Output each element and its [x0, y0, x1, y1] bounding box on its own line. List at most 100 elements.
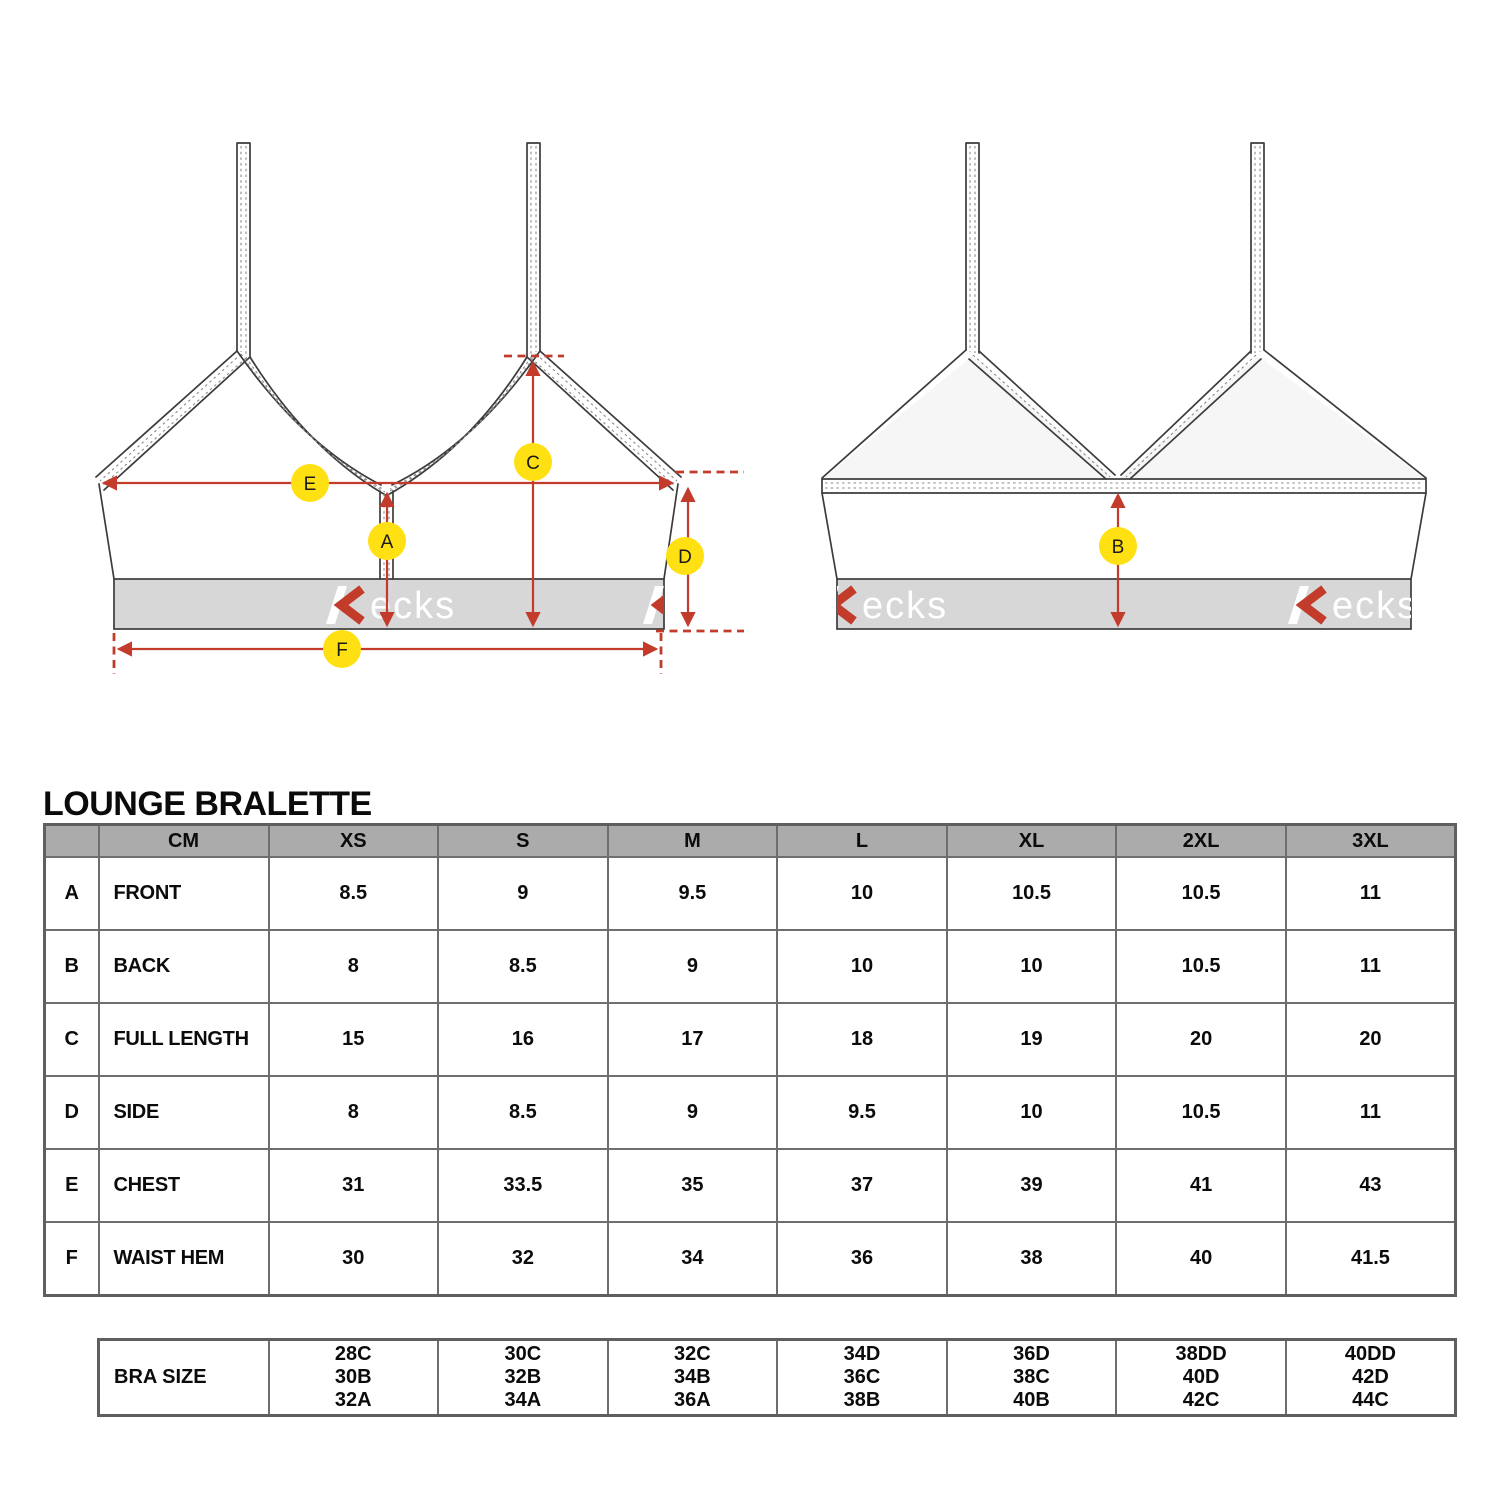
- back-measurements: B: [1099, 492, 1137, 628]
- front-left-shoulder-band: [95, 350, 251, 491]
- svg-text:C: C: [526, 453, 540, 474]
- table-cell: 30: [267, 1221, 440, 1297]
- front-left-strap: [236, 142, 251, 357]
- row-label: FRONT: [97, 856, 270, 931]
- table-cell: 9.5: [606, 856, 779, 931]
- kecks-logo-text: ecks: [370, 585, 456, 627]
- table-cell: 10: [945, 1075, 1118, 1150]
- header-unit: CM: [97, 823, 270, 858]
- back-side-seams: [821, 492, 1427, 580]
- svg-text:A: A: [381, 532, 394, 553]
- table-cell: 40: [1115, 1221, 1287, 1297]
- table-cell: 15: [267, 1002, 440, 1077]
- table-cell: 10: [945, 929, 1118, 1004]
- table-cell: 9: [437, 856, 609, 931]
- table-cell: 8.5: [437, 929, 609, 1004]
- front-measurements: E A C D F: [101, 354, 744, 674]
- row-letter: C: [43, 1002, 100, 1077]
- row-label: FULL LENGTH: [97, 1002, 270, 1077]
- table-cell: 9: [606, 929, 779, 1004]
- table-cell: 9: [606, 1075, 779, 1150]
- header-size-l: L: [776, 823, 948, 858]
- table-cell: 17: [606, 1002, 779, 1077]
- table-cell: 19: [945, 1002, 1118, 1077]
- header-size-2xl: 2XL: [1115, 823, 1287, 858]
- table-row-chest: E CHEST 31 33.5 35 37 39 41 43: [43, 1148, 1457, 1223]
- table-cell: 38: [945, 1221, 1118, 1297]
- row-label: WAIST HEM: [97, 1221, 270, 1297]
- table-cell: 8: [267, 929, 440, 1004]
- back-chest-band: [821, 478, 1427, 494]
- row-letter: D: [43, 1075, 100, 1150]
- table-cell: 20: [1284, 1002, 1457, 1077]
- header-size-xl: XL: [945, 823, 1118, 858]
- header-size-3xl: 3XL: [1284, 823, 1457, 858]
- bra-size-row: BRA SIZE 28C 30B 32A 30C 32B 34A 32C 34B…: [97, 1338, 1457, 1417]
- marker-c: C: [514, 443, 552, 481]
- front-side-seams: [98, 483, 679, 580]
- bra-size-cell-xs: 28C 30B 32A: [267, 1338, 440, 1417]
- bra-size-cell-m: 32C 34B 36A: [606, 1338, 779, 1417]
- table-cell: 10: [776, 856, 948, 931]
- table-cell: 10.5: [1115, 856, 1287, 931]
- front-view: ecks ecks ecks: [0, 142, 773, 674]
- row-letter: E: [43, 1148, 100, 1223]
- kecks-logo-fragment-left: ecks: [0, 585, 108, 627]
- row-label: BACK: [97, 929, 270, 1004]
- marker-f: F: [323, 630, 361, 668]
- table-cell: 43: [1284, 1148, 1457, 1223]
- table-cell: 36: [776, 1221, 948, 1297]
- marker-a: A: [368, 522, 406, 560]
- table-cell: 9.5: [776, 1075, 948, 1150]
- row-label: CHEST: [97, 1148, 270, 1223]
- table-cell: 11: [1284, 856, 1457, 931]
- table-cell: 8.5: [267, 856, 440, 931]
- table-cell: 10.5: [1115, 1075, 1287, 1150]
- row-letter: F: [43, 1221, 100, 1297]
- table-cell: 41.5: [1284, 1221, 1457, 1297]
- table-row-waist-hem: F WAIST HEM 30 32 34 36 38 40 41.5: [43, 1221, 1457, 1297]
- table-cell: 11: [1284, 1075, 1457, 1150]
- table-cell: 37: [776, 1148, 948, 1223]
- svg-text:D: D: [678, 547, 692, 568]
- bra-size-cell-2xl: 38DD 40D 42C: [1115, 1338, 1287, 1417]
- table-cell: 31: [267, 1148, 440, 1223]
- table-cell: 8.5: [437, 1075, 609, 1150]
- bra-size-cell-xl: 36D 38C 40B: [945, 1338, 1118, 1417]
- marker-b: B: [1099, 527, 1137, 565]
- table-row-back: B BACK 8 8.5 9 10 10 10.5 11: [43, 929, 1457, 1004]
- kecks-logo-fragment-right: ecks: [643, 585, 773, 627]
- table-cell: 10.5: [945, 856, 1118, 931]
- header-size-s: S: [437, 823, 609, 858]
- svg-text:B: B: [1112, 537, 1125, 558]
- back-view: ecks ecks B: [821, 142, 1427, 630]
- table-header-row: CM XS S M L XL 2XL 3XL: [43, 823, 1457, 858]
- kecks-logo-back-left: ecks: [837, 585, 948, 627]
- bra-size-cell-l: 34D 36C 38B: [776, 1338, 948, 1417]
- svg-text:E: E: [304, 474, 317, 495]
- table-cell: 11: [1284, 929, 1457, 1004]
- table-cell: 35: [606, 1148, 779, 1223]
- back-left-strap: [965, 142, 980, 354]
- table-cell: 34: [606, 1221, 779, 1297]
- row-label: SIDE: [97, 1075, 270, 1150]
- kecks-logo-text: ecks: [687, 585, 773, 627]
- header-size-xs: XS: [267, 823, 440, 858]
- bra-size-label: BRA SIZE: [97, 1338, 270, 1417]
- marker-d: D: [666, 537, 704, 575]
- table-cell: 10.5: [1115, 929, 1287, 1004]
- table-cell: 41: [1115, 1148, 1287, 1223]
- table-cell: 32: [437, 1221, 609, 1297]
- svg-text:F: F: [336, 640, 348, 661]
- kecks-logo-back-right: ecks: [1288, 585, 1411, 627]
- table-row-side: D SIDE 8 8.5 9 9.5 10 10.5 11: [43, 1075, 1457, 1150]
- table-cell: 16: [437, 1002, 609, 1077]
- size-tables-section: LOUNGE BRALETTE CM XS S M L XL 2XL 3XL A…: [43, 786, 1457, 1417]
- measurement-table: CM XS S M L XL 2XL 3XL A FRONT 8.5 9 9.5…: [43, 823, 1457, 1297]
- back-right-panel-edges: [1120, 349, 1427, 480]
- kecks-logo-text: ecks: [862, 585, 948, 627]
- table-cell: 39: [945, 1148, 1118, 1223]
- bra-size-cell-3xl: 40DD 42D 44C: [1284, 1338, 1457, 1417]
- table-cell: 33.5: [437, 1148, 609, 1223]
